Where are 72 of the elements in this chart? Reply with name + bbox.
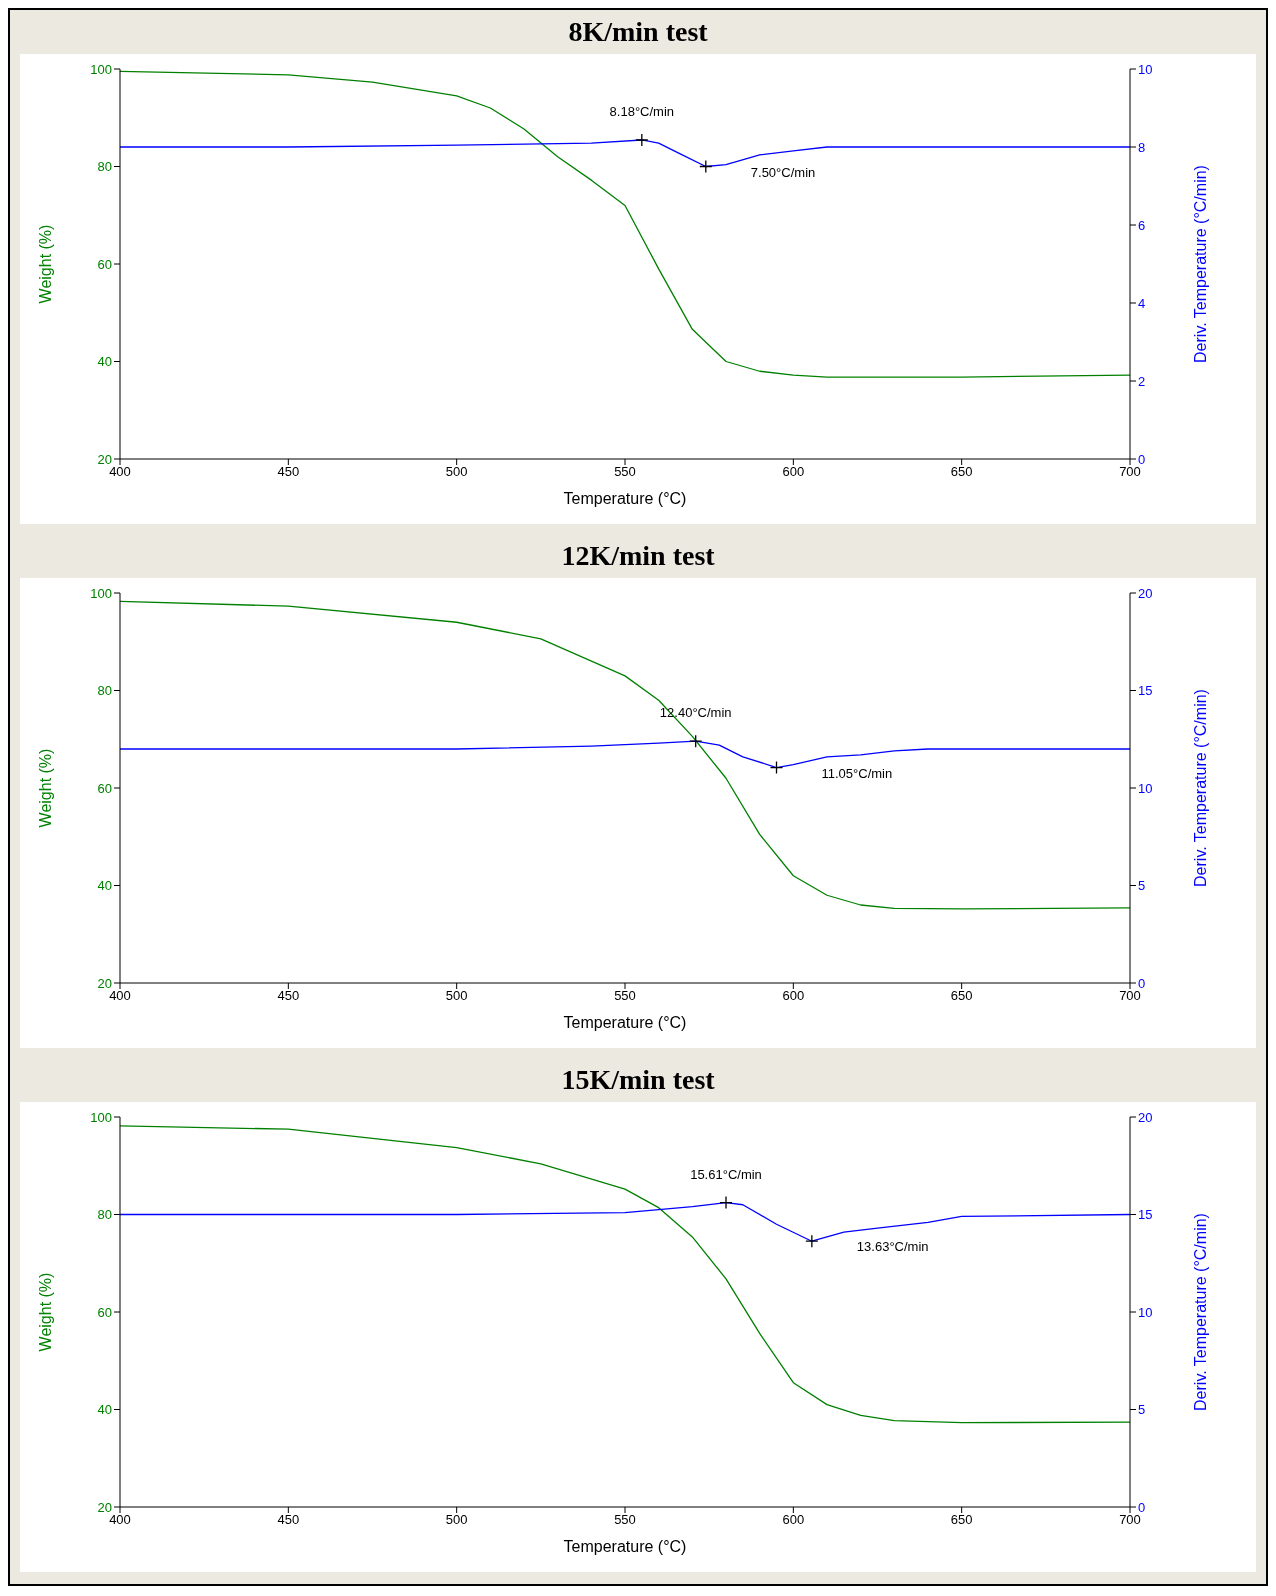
x-tick-label: 400 [109,988,131,1004]
y2-tick-label: 15 [1138,683,1153,699]
y-tick-label: 40 [97,354,112,370]
line-series [120,600,1130,910]
x-tick-label: 600 [782,464,805,480]
x-tick-label: 450 [277,1512,300,1528]
y-tick-label: 60 [97,256,112,272]
annotation: 8.18°C/min [609,103,675,119]
x-tick-label: 650 [950,464,973,480]
annotation: 13.63°C/min [856,1239,929,1255]
y2-tick-label: 8 [1138,139,1146,155]
y2-tick-label: 10 [1138,1304,1153,1320]
annotation: 7.50°C/min [750,164,816,180]
y2-tick-label: 20 [1138,1109,1153,1125]
y2-axis-title: Deriv. Temperature (°C/min) [1191,1213,1209,1411]
x-axis-title: Temperature (°C) [563,490,687,507]
y-tick-label: 20 [97,1499,112,1515]
x-tick-label: 500 [445,464,468,480]
y-axis-title: Weight (%) [36,224,54,304]
y2-axis-title: Deriv. Temperature (°C/min) [1191,689,1209,887]
x-tick-label: 500 [445,988,468,1004]
x-tick-label: 600 [782,988,805,1004]
y2-tick-label: 10 [1138,780,1153,796]
x-tick-label: 600 [782,1512,805,1528]
y2-tick-label: 5 [1138,878,1146,894]
x-tick-label: 700 [1119,464,1141,480]
y-tick-label: 20 [97,451,112,467]
x-tick-label: 550 [614,988,636,1004]
x-tick-label: 400 [109,464,131,480]
annotation: 15.61°C/min [690,1166,762,1182]
y2-tick-label: 0 [1138,1499,1146,1515]
y-tick-label: 20 [97,975,112,991]
x-tick-label: 550 [614,464,636,480]
x-tick-label: 500 [445,1512,468,1528]
x-tick-label: 550 [614,1512,636,1528]
y-tick-label: 60 [97,1304,112,1320]
y2-tick-label: 2 [1138,373,1146,389]
y2-tick-label: 0 [1138,451,1146,467]
y-tick-label: 40 [97,878,112,894]
x-axis-title: Temperature (°C) [563,1014,687,1031]
y-tick-label: 80 [97,1207,112,1223]
chart-title: 8K/min test [20,10,1256,54]
y-axis-title: Weight (%) [36,1272,54,1352]
x-tick-label: 400 [109,1512,131,1528]
x-tick-label: 450 [277,988,300,1004]
x-tick-label: 700 [1119,988,1141,1004]
y-tick-label: 100 [90,585,112,601]
y2-tick-label: 10 [1138,61,1153,77]
y-tick-label: 80 [97,159,112,175]
x-tick-label: 650 [950,988,973,1004]
x-tick-label: 450 [277,464,300,480]
chart-title: 12K/min test [20,534,1256,578]
x-tick-label: 700 [1119,1512,1141,1528]
y2-tick-label: 5 [1138,1402,1146,1418]
y2-tick-label: 0 [1138,975,1146,991]
chart-title: 15K/min test [20,1058,1256,1102]
y-tick-label: 100 [90,61,112,77]
annotation: 11.05°C/min [821,765,893,781]
y-tick-label: 100 [90,1109,112,1125]
y2-tick-label: 15 [1138,1207,1153,1223]
y2-tick-label: 6 [1138,217,1146,233]
x-tick-label: 650 [950,1512,973,1528]
line-series [120,70,1130,378]
y2-tick-label: 20 [1138,585,1153,601]
y-tick-label: 40 [97,1402,112,1418]
y2-tick-label: 4 [1138,295,1146,311]
y2-axis-title: Deriv. Temperature (°C/min) [1191,165,1209,363]
x-axis-title: Temperature (°C) [563,1538,687,1555]
y-axis-title: Weight (%) [36,748,54,828]
line-series [120,1125,1130,1424]
y-tick-label: 60 [97,780,112,796]
y-tick-label: 80 [97,683,112,699]
